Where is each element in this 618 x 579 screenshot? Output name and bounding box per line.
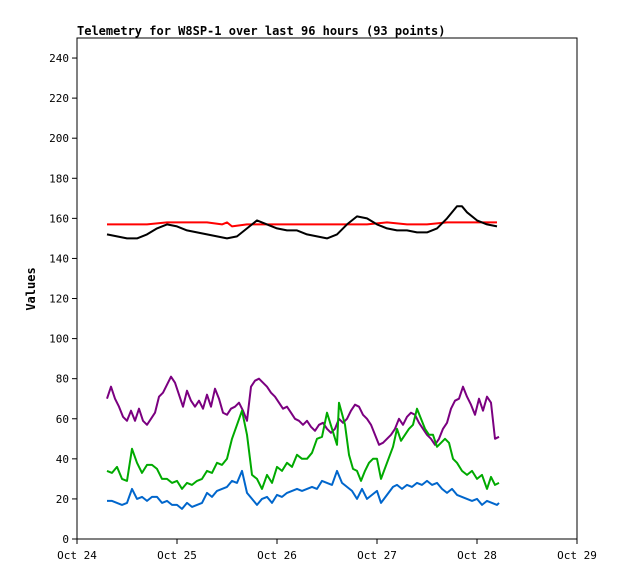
y-tick-label: 120 (49, 293, 69, 306)
y-tick-label: 240 (49, 52, 69, 65)
y-tick-label: 100 (49, 333, 69, 346)
series-lines (106, 205, 500, 510)
series-line-4 (106, 401, 500, 490)
x-tick-label: Oct 26 (257, 549, 297, 562)
y-tick-label: 160 (49, 212, 69, 225)
plot-frame (76, 37, 578, 540)
y-tick-label: 60 (56, 413, 69, 426)
y-tick-label: 20 (56, 493, 69, 506)
x-axis: Oct 24 Oct 25 Oct 26 Oct 27 Oct 28 Oct 29 (57, 539, 597, 562)
chart-title: Telemetry for W8SP-1 over last 96 hours … (77, 24, 445, 38)
series-line-1 (107, 221, 497, 228)
y-tick-label: 80 (56, 373, 69, 386)
y-axis-label: Values (24, 267, 38, 310)
y-tick-label: 200 (49, 132, 69, 145)
series-line-2 (106, 205, 498, 240)
y-axis: 0 20 40 60 80 100 120 140 160 180 200 220 240 (49, 52, 77, 546)
y-tick-label: 220 (49, 92, 69, 105)
x-tick-label: Oct 27 (357, 549, 397, 562)
y-tick-label: 40 (56, 453, 69, 466)
x-tick-label: Oct 28 (457, 549, 497, 562)
y-tick-label: 180 (49, 172, 69, 185)
series-line-5 (107, 469, 500, 510)
series-line-3 (106, 375, 500, 446)
x-tick-label: Oct 29 (557, 549, 597, 562)
y-tick-label: 140 (49, 252, 69, 265)
x-tick-label: Oct 24 (57, 549, 97, 562)
y-tick-label: 0 (62, 533, 69, 546)
x-tick-label: Oct 25 (157, 549, 197, 562)
